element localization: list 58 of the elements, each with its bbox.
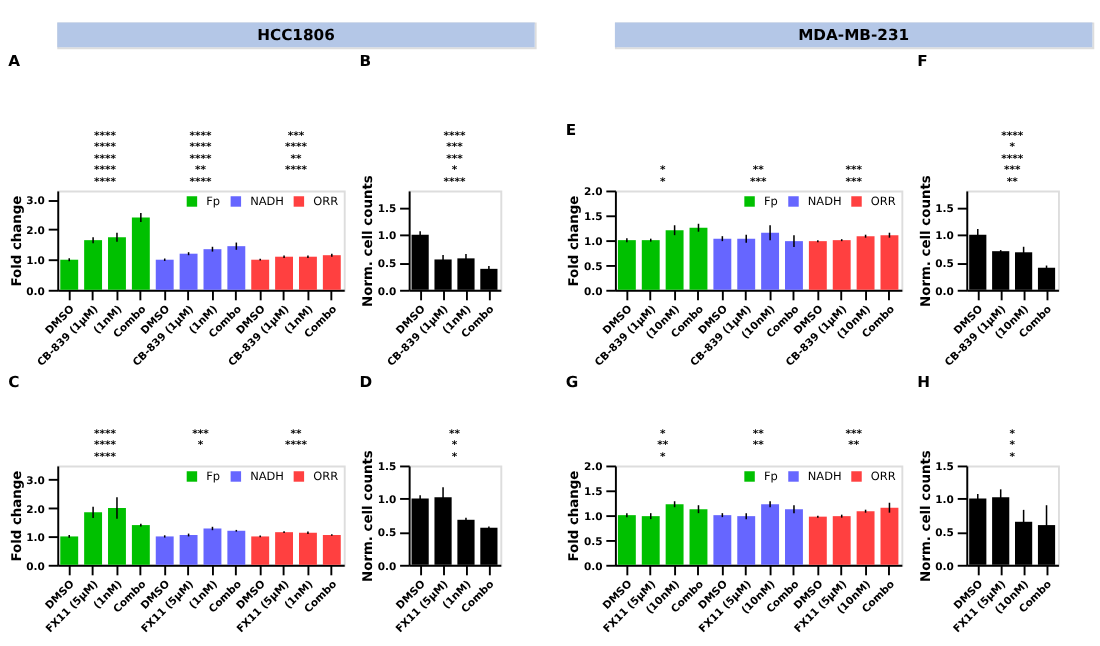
bar xyxy=(251,259,270,290)
bar xyxy=(737,516,756,565)
bar xyxy=(856,236,875,290)
bar xyxy=(665,230,684,290)
bar xyxy=(617,240,636,290)
bar xyxy=(322,535,341,565)
bar xyxy=(227,246,246,290)
bar xyxy=(275,532,294,565)
bar xyxy=(131,217,150,290)
bar xyxy=(689,509,708,565)
text: HCC1806 xyxy=(257,25,335,44)
bar xyxy=(808,516,827,565)
bar xyxy=(84,512,103,565)
bar xyxy=(761,504,780,565)
bar xyxy=(641,516,660,565)
chart-title: D xyxy=(359,373,373,392)
bar xyxy=(832,240,851,290)
bar xyxy=(832,516,851,565)
bar xyxy=(84,240,103,290)
bar xyxy=(785,241,803,290)
bar xyxy=(108,508,126,565)
chart-title: C xyxy=(8,373,21,392)
bar xyxy=(641,240,660,290)
bar xyxy=(298,256,317,290)
bar xyxy=(713,515,732,565)
bar xyxy=(179,253,198,290)
bar xyxy=(737,238,756,290)
bar xyxy=(665,504,684,565)
bar xyxy=(275,256,294,290)
chart-title: H xyxy=(917,373,930,392)
bar xyxy=(179,535,198,565)
bar xyxy=(60,536,79,565)
bar xyxy=(689,227,708,290)
bar xyxy=(713,238,732,290)
bar xyxy=(227,530,246,565)
bar xyxy=(203,528,222,565)
bar xyxy=(298,532,317,565)
bar xyxy=(808,241,827,290)
text: MDA-MB-231 xyxy=(798,25,910,44)
bar xyxy=(617,515,636,565)
bar xyxy=(856,511,875,565)
bar xyxy=(108,237,126,290)
chart-title: E xyxy=(565,121,577,140)
bar xyxy=(880,507,899,565)
bar xyxy=(60,259,79,290)
chart-title: F xyxy=(917,52,928,71)
bar xyxy=(155,259,174,290)
bar xyxy=(131,525,150,565)
bar xyxy=(785,509,803,565)
chart-title: A xyxy=(8,52,21,71)
chart-title: B xyxy=(359,52,372,71)
bar xyxy=(322,255,341,290)
bar xyxy=(203,249,222,290)
bar xyxy=(251,536,270,565)
bar xyxy=(761,232,780,290)
bar xyxy=(880,235,899,290)
chart-title: G xyxy=(565,373,579,392)
bar xyxy=(155,536,174,565)
